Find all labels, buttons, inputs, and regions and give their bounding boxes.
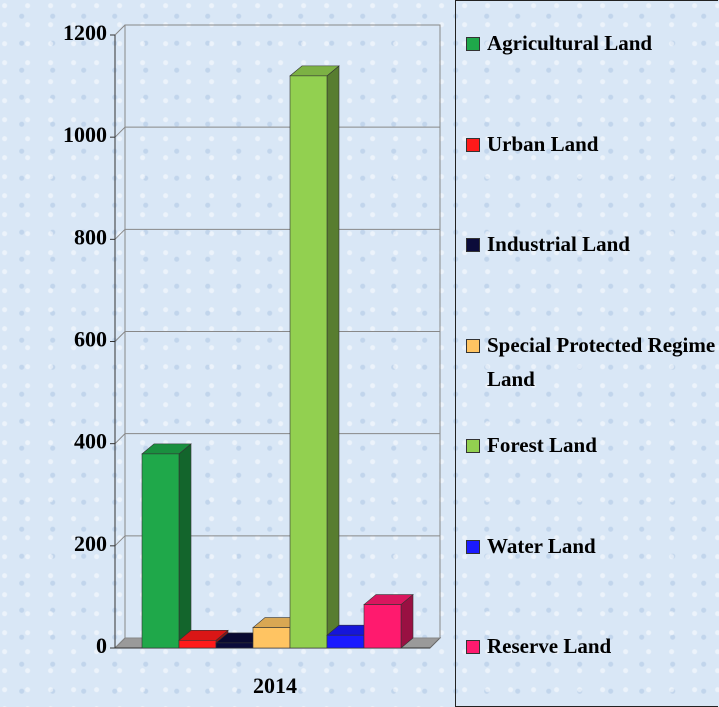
legend-swatch (466, 640, 480, 654)
legend-label: Urban Land (487, 131, 599, 156)
bar (363, 604, 402, 649)
legend-label: Forest Land (487, 433, 597, 457)
plot: 2014 0 200 400 600 800 1000 1200 (63, 20, 442, 698)
legend-swatch (466, 338, 480, 353)
legend-swatch (466, 37, 480, 51)
legend-swatch (466, 539, 480, 554)
bar (289, 75, 328, 649)
grid-line (114, 24, 440, 36)
bar (252, 627, 291, 649)
legend-swatch (466, 137, 480, 152)
grid-line (114, 228, 440, 240)
legend-swatch (466, 238, 480, 252)
bar (326, 634, 365, 649)
legend-swatch (466, 439, 480, 453)
legend-item: Reserve Land (466, 629, 611, 663)
legend-item: Water Land (466, 529, 596, 563)
y-tick-label: 800 (74, 224, 107, 249)
grid-line (114, 331, 440, 342)
legend-label: Water Land (487, 533, 596, 558)
y-tick-label: 1200 (63, 20, 107, 45)
legend: Agricultural Land Urban Land Industrial La… (455, 0, 718, 707)
y-tick-label: 200 (74, 531, 107, 556)
legend-item: Special Protected Regime Land (466, 328, 718, 396)
y-tick-label: 600 (74, 327, 107, 352)
legend-item: Industrial Land (466, 227, 630, 261)
legend-item: Forest Land (466, 428, 597, 462)
legend-item: Agricultural Land (466, 26, 652, 60)
bar (178, 640, 217, 649)
legend-label: Agricultural Land (487, 31, 653, 55)
grid-line (114, 126, 440, 138)
bar (141, 453, 180, 649)
legend-item: Urban Land (466, 127, 598, 161)
y-tick-label: 0 (96, 633, 107, 658)
y-tick-label: 1000 (63, 122, 107, 147)
bar-side (178, 443, 192, 649)
legend-label: Special Protected Regime Land (487, 332, 716, 391)
grid-line (114, 433, 440, 445)
bar-side (326, 65, 340, 649)
legend-label: Reserve Land (487, 634, 612, 658)
y-tick-label: 400 (74, 429, 107, 454)
bar (215, 642, 254, 649)
legend-label: Industrial Land (487, 232, 630, 256)
x-tick-label: 2014 (253, 673, 297, 698)
